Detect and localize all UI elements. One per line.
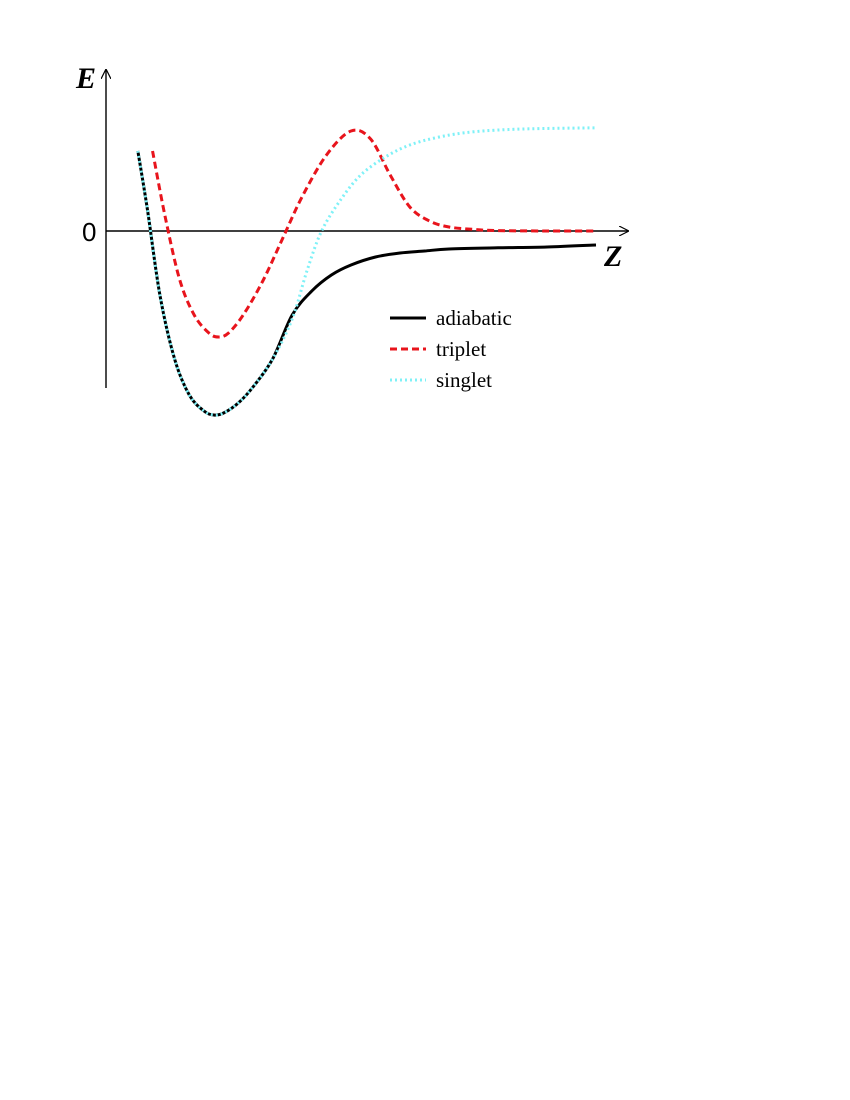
x-axis-title: Z (603, 240, 622, 273)
legend-label-triplet: triplet (436, 337, 486, 361)
legend-label-adiabatic: adiabatic (436, 306, 512, 330)
series-line-singlet (136, 126, 597, 417)
series-line-triplet (151, 128, 597, 339)
y-axis-title: E (75, 62, 96, 95)
legend-label-singlet: singlet (436, 368, 492, 392)
legend: adiabatic triplet singlet (390, 306, 512, 392)
y-tick-label-0: 0 (82, 217, 96, 247)
series-layer (136, 126, 597, 417)
series-line-adiabatic (136, 150, 597, 417)
